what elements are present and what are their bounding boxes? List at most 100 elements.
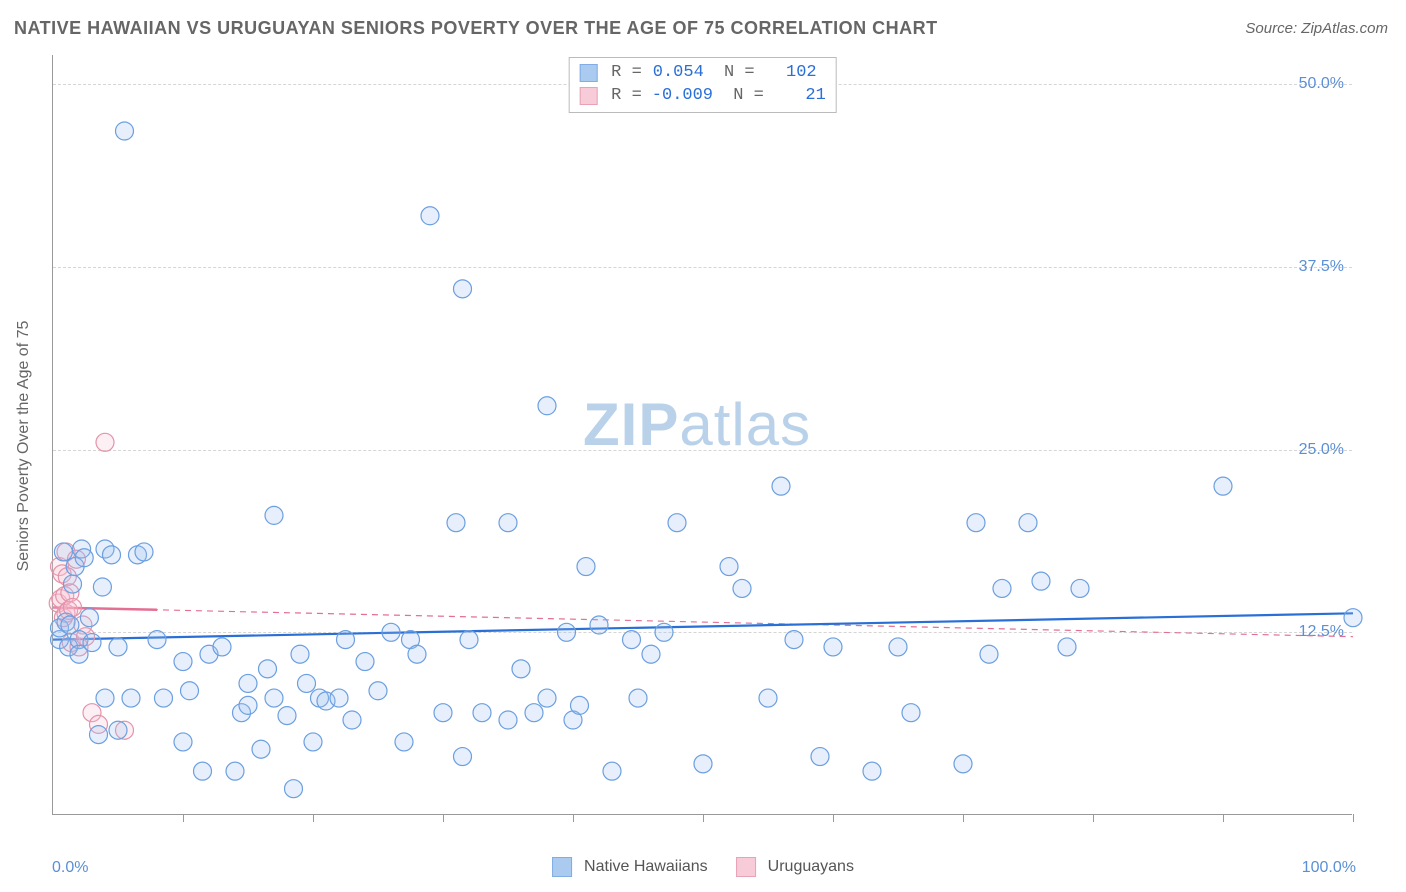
data-point xyxy=(298,674,316,692)
data-point xyxy=(291,645,309,663)
stats-n-value-0: 102 xyxy=(765,62,817,85)
data-point xyxy=(1019,514,1037,532)
data-point xyxy=(369,682,387,700)
data-point xyxy=(902,704,920,722)
data-point xyxy=(116,122,134,140)
data-point xyxy=(1058,638,1076,656)
data-point xyxy=(408,645,426,663)
data-point xyxy=(655,623,673,641)
data-point xyxy=(558,623,576,641)
legend-swatch-0 xyxy=(552,857,572,877)
data-point xyxy=(213,638,231,656)
data-point xyxy=(83,634,101,652)
stats-r-label: R = xyxy=(611,85,642,108)
data-point xyxy=(571,696,589,714)
data-point xyxy=(1071,579,1089,597)
data-point xyxy=(330,689,348,707)
data-point xyxy=(64,575,82,593)
plot-area: 12.5%25.0%37.5%50.0% ZIPatlas R = 0.054 … xyxy=(52,55,1352,815)
data-point xyxy=(109,638,127,656)
data-point xyxy=(80,609,98,627)
data-point xyxy=(525,704,543,722)
data-point xyxy=(1344,609,1362,627)
x-axis-min-label: 0.0% xyxy=(52,859,88,877)
data-point xyxy=(259,660,277,678)
stats-n-label: N = xyxy=(714,62,755,85)
data-point xyxy=(434,704,452,722)
data-point xyxy=(538,689,556,707)
data-point xyxy=(356,653,374,671)
stats-legend: R = 0.054 N = 102 R = -0.009 N = 21 xyxy=(568,57,837,113)
data-point xyxy=(174,733,192,751)
data-point xyxy=(759,689,777,707)
data-point xyxy=(954,755,972,773)
data-point xyxy=(733,579,751,597)
swatch-series-0 xyxy=(579,64,597,82)
data-point xyxy=(343,711,361,729)
data-point xyxy=(421,207,439,225)
data-point xyxy=(512,660,530,678)
scatter-svg xyxy=(53,55,1352,814)
data-point xyxy=(265,689,283,707)
source-name: ZipAtlas.com xyxy=(1301,20,1388,37)
data-point xyxy=(239,674,257,692)
source-prefix: Source: xyxy=(1245,20,1301,37)
data-point xyxy=(122,689,140,707)
data-point xyxy=(226,762,244,780)
data-point xyxy=(103,546,121,564)
data-point xyxy=(668,514,686,532)
data-point xyxy=(499,711,517,729)
data-point xyxy=(824,638,842,656)
stats-r-value-0: 0.054 xyxy=(652,62,704,85)
data-point xyxy=(75,549,93,567)
data-point xyxy=(109,721,127,739)
data-point xyxy=(993,579,1011,597)
data-point xyxy=(90,726,108,744)
data-point xyxy=(181,682,199,700)
data-point xyxy=(239,696,257,714)
data-point xyxy=(460,631,478,649)
data-point xyxy=(980,645,998,663)
stats-n-value-1: 21 xyxy=(774,85,826,108)
stats-n-label: N = xyxy=(723,85,764,108)
stats-r-value-1: -0.009 xyxy=(652,85,713,108)
y-axis-title: Seniors Poverty Over the Age of 75 xyxy=(15,321,33,572)
data-point xyxy=(694,755,712,773)
data-point xyxy=(454,748,472,766)
data-point xyxy=(252,740,270,758)
legend-item-0: Native Hawaiians xyxy=(552,857,708,877)
data-point xyxy=(174,653,192,671)
data-point xyxy=(811,748,829,766)
swatch-series-1 xyxy=(579,87,597,105)
data-point xyxy=(337,631,355,649)
data-point xyxy=(285,780,303,798)
x-axis-max-label: 100.0% xyxy=(1302,859,1356,877)
data-point xyxy=(395,733,413,751)
data-point xyxy=(473,704,491,722)
data-point xyxy=(863,762,881,780)
legend-item-1: Uruguayans xyxy=(736,857,854,877)
data-point xyxy=(785,631,803,649)
stats-row-series-1: R = -0.009 N = 21 xyxy=(579,85,826,108)
legend-label-1: Uruguayans xyxy=(768,858,854,876)
data-point xyxy=(967,514,985,532)
source-attribution: Source: ZipAtlas.com xyxy=(1245,20,1388,37)
data-point xyxy=(1214,477,1232,495)
data-point xyxy=(454,280,472,298)
data-point xyxy=(304,733,322,751)
data-point xyxy=(96,689,114,707)
data-point xyxy=(603,762,621,780)
chart-title: NATIVE HAWAIIAN VS URUGUAYAN SENIORS POV… xyxy=(14,18,938,39)
stats-row-series-0: R = 0.054 N = 102 xyxy=(579,62,826,85)
data-point xyxy=(1032,572,1050,590)
data-point xyxy=(194,762,212,780)
data-point xyxy=(772,477,790,495)
data-point xyxy=(155,689,173,707)
data-point xyxy=(148,631,166,649)
legend-label-0: Native Hawaiians xyxy=(584,858,708,876)
chart-container: NATIVE HAWAIIAN VS URUGUAYAN SENIORS POV… xyxy=(0,0,1406,892)
stats-r-label: R = xyxy=(611,62,642,85)
data-point xyxy=(538,397,556,415)
legend-swatch-1 xyxy=(736,857,756,877)
data-point xyxy=(382,623,400,641)
